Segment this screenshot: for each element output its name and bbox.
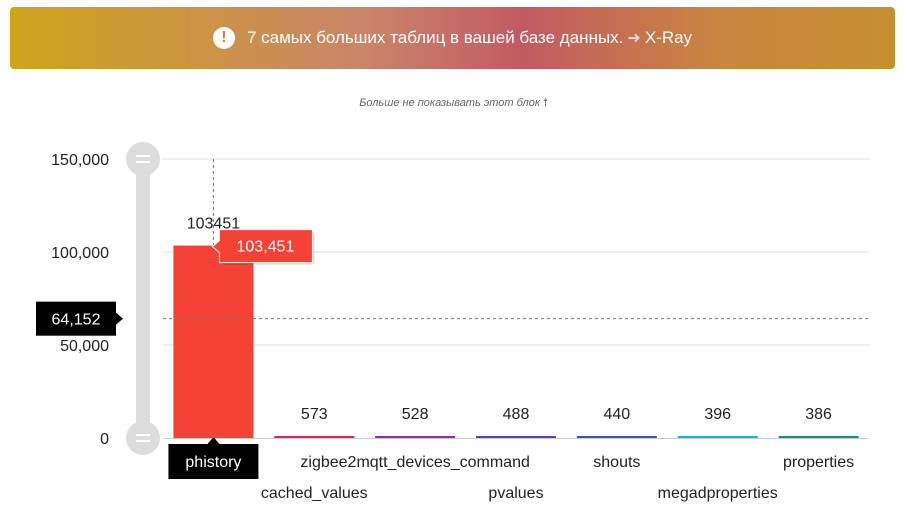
arrow-up-icon: 🠕 xyxy=(543,97,548,109)
x-tick-label: zigbee2mqtt_devices_command xyxy=(300,454,529,471)
bar-value-label: 386 xyxy=(805,406,832,423)
bar-shouts[interactable] xyxy=(576,436,657,438)
tooltip-value: 103,451 xyxy=(237,239,295,256)
bar-value-label: 573 xyxy=(301,406,328,423)
bar-properties[interactable] xyxy=(778,436,859,438)
tooltip-box xyxy=(211,229,313,264)
bar-value-label: 440 xyxy=(604,406,631,423)
x-tick-label: pvalues xyxy=(488,485,543,502)
bar-cached_values[interactable] xyxy=(274,436,355,438)
bar-zigbee2mqtt_devices_command[interactable] xyxy=(375,436,456,438)
y-tick-label: 0 xyxy=(100,431,109,448)
crosshair-y-label-box xyxy=(36,301,116,336)
y-tick-label: 100,000 xyxy=(51,245,109,262)
x-ray-link[interactable]: X-Ray xyxy=(644,28,693,47)
x-tick-label: shouts xyxy=(593,454,640,471)
bar-value-label: 528 xyxy=(402,406,429,423)
y-tick-label: 50,000 xyxy=(60,338,109,355)
crosshair-y-label: 64,152 xyxy=(52,312,101,329)
range-slider-handle[interactable] xyxy=(126,142,160,176)
crosshair-y-label-pointer xyxy=(116,312,123,325)
arrow-right-icon: ➜ xyxy=(627,30,641,47)
bar-pvalues[interactable] xyxy=(476,436,556,438)
category-highlight xyxy=(168,444,259,479)
range-slider-track[interactable] xyxy=(136,159,150,438)
x-tick-label: phistory xyxy=(185,454,241,471)
bar-value-label: 103451 xyxy=(187,216,240,233)
x-tick-label: cached_values xyxy=(261,485,368,502)
bar-value-label: 396 xyxy=(704,406,731,423)
range-slider-handle[interactable] xyxy=(126,421,160,455)
dismiss-block-link[interactable]: Больше не показывать этот блок 🠕 xyxy=(0,94,907,113)
bar-megadproperties[interactable] xyxy=(677,436,758,438)
x-tick-label: megadproperties xyxy=(658,485,778,502)
category-highlight-pointer xyxy=(207,437,220,444)
y-tick-label: 150,000 xyxy=(51,152,109,169)
banner-message: 7 самых больших таблиц в вашей базе данн… xyxy=(246,28,624,47)
x-tick-label: properties xyxy=(783,454,854,471)
bar-value-label: 488 xyxy=(503,406,530,423)
info-banner: ! 7 самых больших таблиц в вашей базе да… xyxy=(10,7,895,69)
dismiss-label: Больше не показывать этот блок xyxy=(359,97,541,109)
exclamation-icon: ! xyxy=(212,27,235,49)
